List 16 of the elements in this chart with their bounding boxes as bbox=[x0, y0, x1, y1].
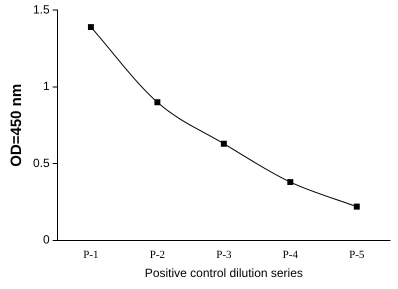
y-tick-label: 1 bbox=[42, 79, 50, 94]
y-tick-label: 0 bbox=[42, 232, 50, 247]
x-tick-label: P-2 bbox=[150, 248, 166, 261]
point bbox=[354, 204, 360, 210]
point bbox=[220, 140, 227, 147]
point bbox=[287, 179, 294, 186]
x-tick-label: P-4 bbox=[282, 248, 298, 261]
x-tick-label: P-3 bbox=[216, 248, 232, 261]
y-tick-label: 1.5 bbox=[32, 2, 50, 17]
y-axis-title: OD=450 nm bbox=[8, 84, 26, 167]
x-tick-label: P-1 bbox=[83, 248, 99, 261]
x-tick-label: P-5 bbox=[349, 248, 365, 261]
y-tick-label: 0.5 bbox=[32, 156, 50, 170]
point bbox=[154, 99, 160, 106]
x-axis-title: Positive control dilution series bbox=[144, 266, 303, 280]
point bbox=[88, 24, 94, 30]
